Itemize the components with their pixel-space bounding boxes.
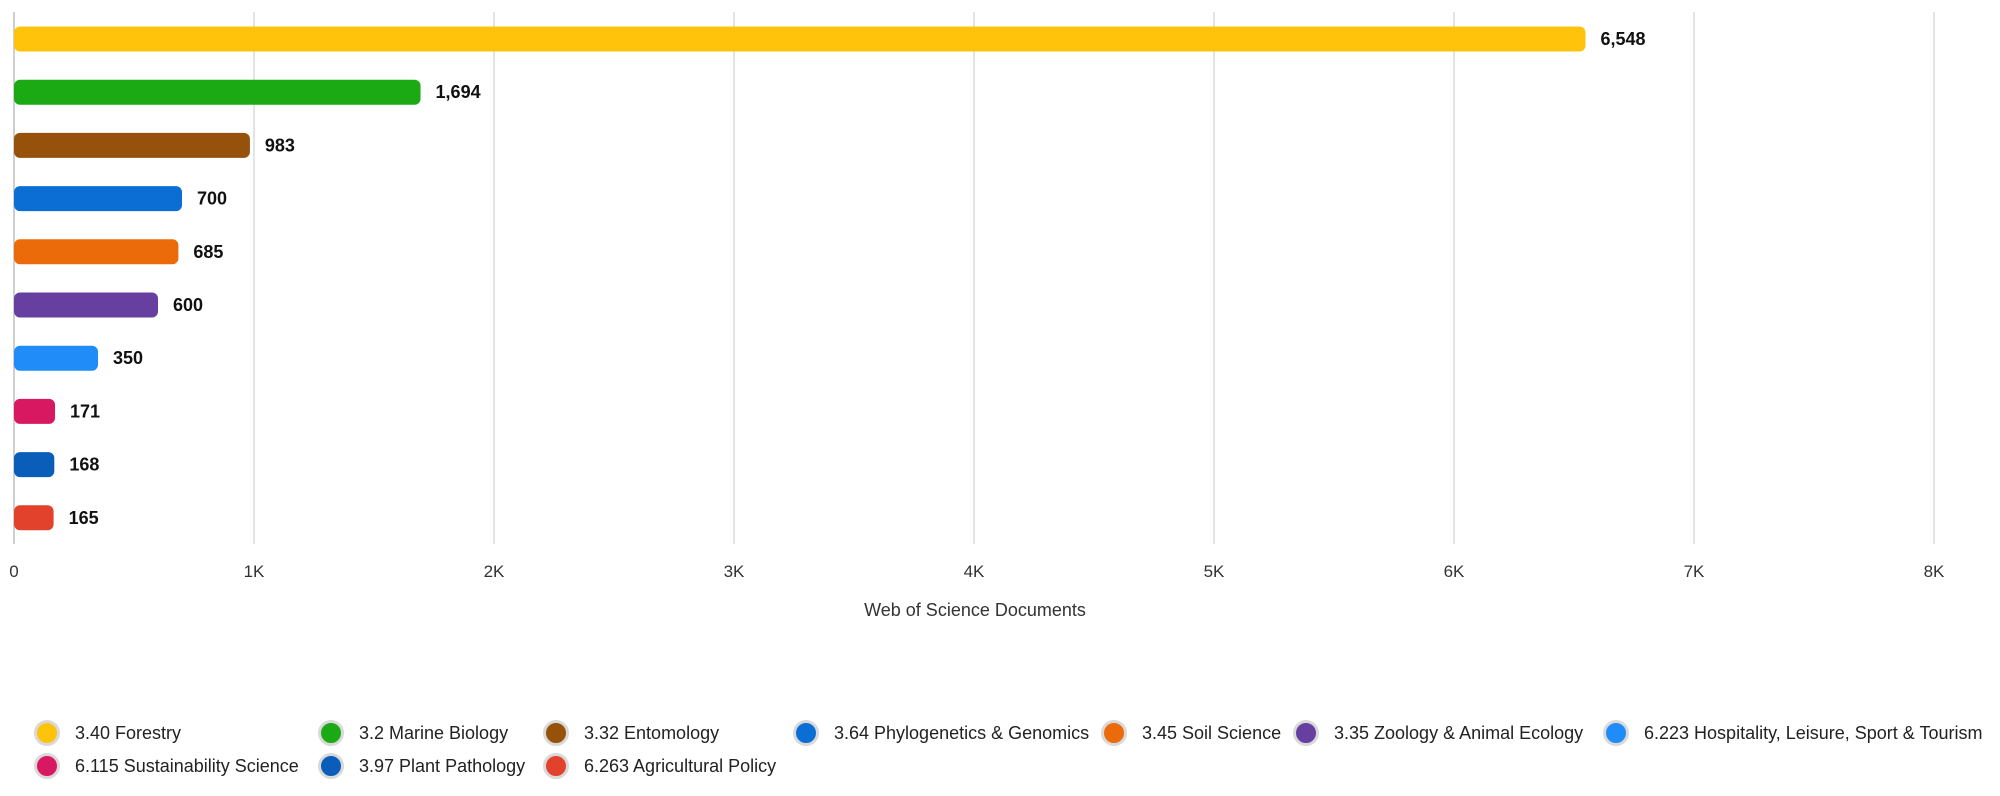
bar-value-label: 700 (197, 189, 227, 209)
legend-item[interactable]: 3.35 Zoology & Animal Ecology (1293, 720, 1583, 746)
bar-value-label: 600 (173, 295, 203, 315)
legend-label: 3.64 Phylogenetics & Genomics (834, 722, 1090, 743)
x-tick-label: 1K (244, 562, 265, 581)
legend-label: 3.45 Soil Science (1142, 722, 1282, 743)
bar[interactable] (14, 292, 158, 318)
x-tick-label: 2K (484, 562, 505, 581)
legend-label: 3.97 Plant Pathology (359, 755, 526, 776)
legend-label: 3.32 Entomology (584, 722, 720, 743)
bar[interactable] (14, 79, 421, 105)
legend-swatch (34, 753, 60, 779)
legend-swatch (318, 753, 344, 779)
legend-swatch (543, 753, 569, 779)
legend-item[interactable]: 3.32 Entomology (543, 720, 719, 746)
x-axis-ticks: 0 1K 2K 3K 4K 5K 6K 7K 8K (9, 562, 1945, 581)
bar-value-label: 350 (113, 348, 143, 368)
bars: 6,548 1,694 983 700 685 600 350 171 168 165 (14, 26, 1646, 531)
x-axis-title: Web of Science Documents (864, 600, 1086, 620)
bar-value-label: 165 (69, 508, 99, 528)
legend-item[interactable]: 3.40 Forestry (34, 720, 181, 746)
legend-swatch (318, 720, 344, 746)
x-tick-label: 6K (1444, 562, 1465, 581)
bar[interactable] (14, 452, 55, 478)
legend-label: 3.2 Marine Biology (359, 722, 509, 743)
legend-label: 6.115 Sustainability Science (75, 755, 299, 776)
x-tick-label: 8K (1924, 562, 1945, 581)
legend-swatch (543, 720, 569, 746)
x-tick-label: 4K (964, 562, 985, 581)
legend-swatch (34, 720, 60, 746)
bar-value-label: 685 (193, 242, 223, 262)
bar[interactable] (14, 398, 56, 424)
legend-swatch (1101, 720, 1127, 746)
bar[interactable] (14, 186, 182, 212)
legend-label: 3.40 Forestry (75, 722, 182, 743)
legend-item[interactable]: 6.263 Agricultural Policy (543, 753, 776, 779)
x-tick-label: 3K (724, 562, 745, 581)
bar-value-label: 6,548 (1601, 29, 1646, 49)
x-tick-label: 0 (9, 562, 18, 581)
bar-chart: 6,548 1,694 983 700 685 600 350 171 168 165 0 1K 2K… (9, 12, 1945, 620)
x-tick-label: 7K (1684, 562, 1705, 581)
legend-label: 3.35 Zoology & Animal Ecology (1334, 722, 1584, 743)
legend-swatch (793, 720, 819, 746)
legend-swatch (1603, 720, 1629, 746)
legend-item[interactable]: 6.223 Hospitality, Leisure, Sport & Tour… (1603, 720, 1983, 746)
bar[interactable] (14, 26, 1586, 52)
bar-value-label: 983 (265, 135, 295, 155)
x-tick-label: 5K (1204, 562, 1225, 581)
bar[interactable] (14, 505, 54, 531)
legend-item[interactable]: 3.45 Soil Science (1101, 720, 1281, 746)
bar[interactable] (14, 132, 250, 158)
legend-label: 6.263 Agricultural Policy (584, 755, 777, 776)
legend-label: 6.223 Hospitality, Leisure, Sport & Tour… (1644, 722, 1983, 743)
legend-item[interactable]: 3.2 Marine Biology (318, 720, 508, 746)
bar[interactable] (14, 239, 179, 265)
legend-item[interactable]: 3.97 Plant Pathology (318, 753, 525, 779)
bar-value-label: 171 (70, 401, 100, 421)
legend-item[interactable]: 6.115 Sustainability Science (34, 753, 299, 779)
bar[interactable] (14, 345, 98, 371)
bar-value-label: 168 (69, 455, 99, 475)
legend-swatch (1293, 720, 1319, 746)
legend-item[interactable]: 3.64 Phylogenetics & Genomics (793, 720, 1089, 746)
bar-value-label: 1,694 (436, 82, 481, 102)
